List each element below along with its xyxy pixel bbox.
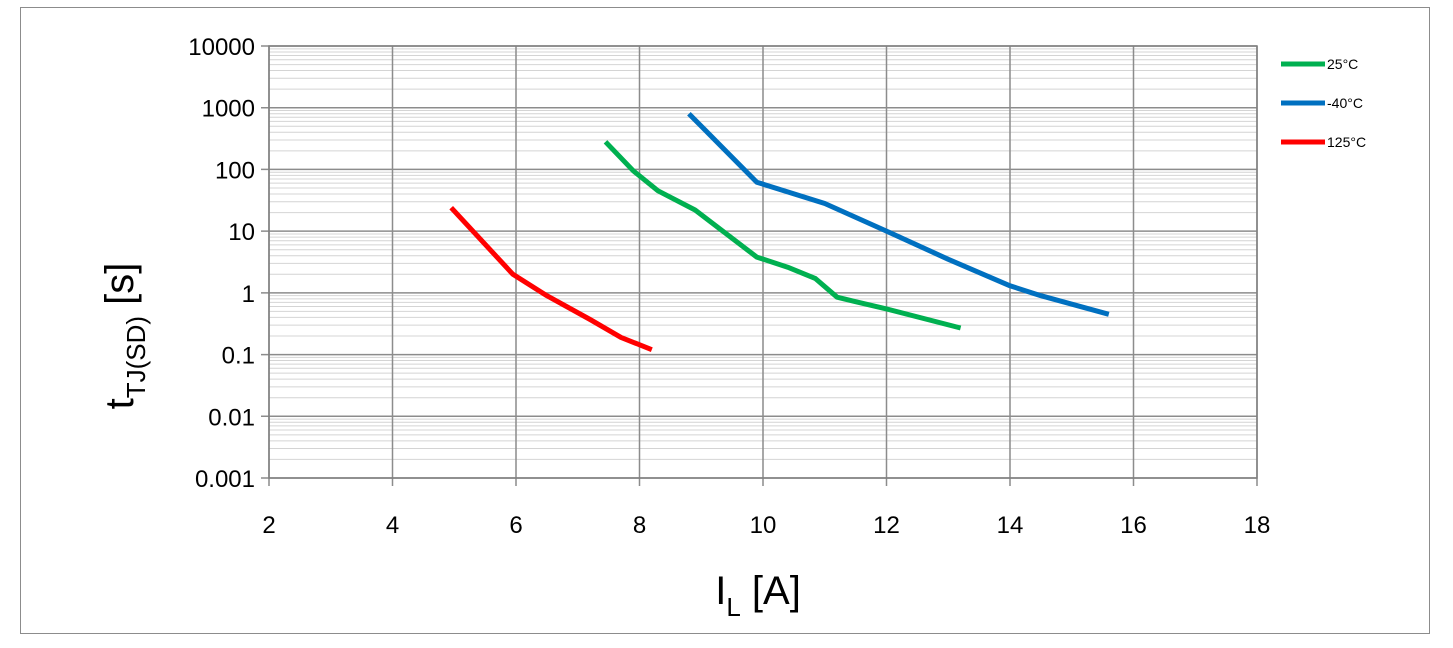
y-tick-label: 1000 — [202, 96, 255, 123]
legend-entry-label: 25°C — [1327, 56, 1358, 72]
x-tick-label: 12 — [873, 512, 900, 539]
y-axis-title-main: t — [98, 398, 142, 409]
x-axis-title-unit: [A] — [741, 569, 801, 613]
x-axis-title: IL [A] — [715, 569, 801, 622]
x-tick-label: 4 — [386, 512, 399, 539]
x-tick-label: 2 — [262, 512, 275, 539]
x-tick-label: 14 — [997, 512, 1024, 539]
y-tick-label: 100 — [215, 157, 255, 184]
plot-area-border — [268, 45, 1258, 479]
series-line — [687, 111, 1110, 317]
x-tick-label: 18 — [1244, 512, 1271, 539]
x-tick-label: 8 — [633, 512, 646, 539]
y-tick-label: 0.001 — [195, 466, 255, 493]
series-line — [449, 206, 653, 353]
y-tick-label: 10000 — [188, 34, 255, 61]
y-axis-title: tTJ(SD) [s] — [98, 263, 151, 410]
x-tick-label: 16 — [1120, 512, 1147, 539]
chart-frame — [20, 7, 1430, 634]
y-tick-label: 0.1 — [222, 343, 255, 370]
x-axis-tick-labels: 2 4 6 8 10 12 14 16 18 — [262, 512, 1270, 539]
legend: 25°C -40°C 125°C — [1281, 56, 1366, 150]
legend-entry-label: 125°C — [1327, 134, 1366, 150]
y-axis-tick-labels: 10000 1000 100 10 1 0.1 0.01 0.001 — [188, 34, 255, 493]
legend-entry-label: -40°C — [1327, 95, 1363, 111]
x-axis-title-subscript: L — [726, 592, 740, 622]
y-tick-label: 1 — [242, 281, 255, 308]
x-tick-label: 6 — [509, 512, 522, 539]
y-axis-title-unit: [s] — [98, 263, 142, 316]
y-axis-title-subscript: TJ(SD) — [121, 316, 151, 398]
x-tick-label: 10 — [750, 512, 777, 539]
x-axis-title-main: I — [715, 569, 726, 613]
series-line — [603, 140, 962, 331]
major-gridlines — [261, 45, 1258, 486]
y-tick-label: 10 — [228, 219, 255, 246]
y-tick-label: 0.01 — [208, 404, 255, 431]
series-lines — [449, 111, 1110, 353]
